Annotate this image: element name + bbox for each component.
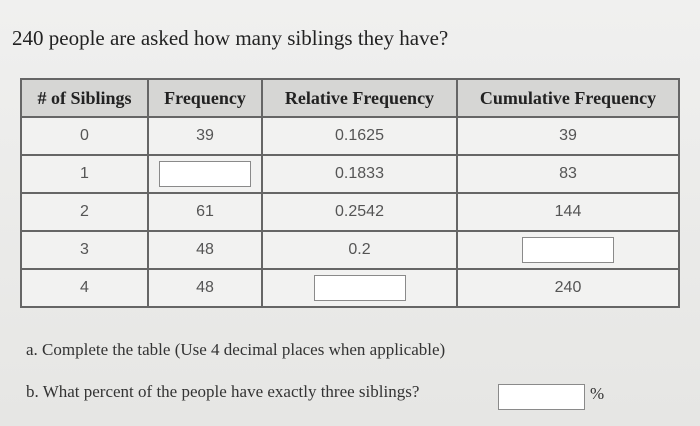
table-cell: 39 (456, 116, 680, 156)
header-cell: Cumulative Frequency (456, 78, 680, 118)
table-cell: 0.1625 (261, 116, 458, 156)
table-cell: 144 (456, 192, 680, 232)
table-cell: 1 (20, 154, 149, 194)
table-cell: 240 (456, 268, 680, 308)
question-b: b. What percent of the people have exact… (26, 382, 420, 401)
input-cell (261, 268, 458, 308)
answer-input[interactable] (498, 384, 585, 410)
input-cell (456, 230, 680, 270)
table-cell: 48 (147, 268, 263, 308)
table-cell: 48 (147, 230, 263, 270)
table-cell: 61 (147, 192, 263, 232)
question-a: a. Complete the table (Use 4 decimal pla… (26, 340, 446, 359)
header-cell: # of Siblings (20, 78, 149, 118)
table-cell: 2 (20, 192, 149, 232)
table-row: 0 39 0.1625 39 (20, 116, 680, 156)
header-cell: Relative Frequency (261, 78, 458, 118)
answer-input[interactable] (522, 237, 614, 263)
answer-input[interactable] (159, 161, 251, 187)
unit-label: % (590, 384, 605, 403)
table-cell: 39 (147, 116, 263, 156)
sibling-table: # of Siblings Frequency Relative Frequency… (20, 78, 680, 308)
table-cell: 0 (20, 116, 149, 156)
answer-input[interactable] (313, 275, 406, 301)
table-row: 2 61 0.2542 144 (20, 192, 680, 232)
table-cell: 83 (456, 154, 680, 194)
table-row: 4 48 240 (20, 268, 680, 308)
table-cell: 0.1833 (261, 154, 458, 194)
question-title: 240 people are asked how many siblings t… (12, 26, 449, 50)
table-row: 1 0.1833 83 (20, 154, 680, 194)
table-cell: 0.2 (261, 230, 458, 270)
table-row: 3 48 0.2 (20, 230, 680, 270)
header-cell: Frequency (147, 78, 263, 118)
input-cell (147, 154, 263, 194)
header-row: # of Siblings Frequency Relative Frequency… (20, 78, 680, 118)
table-cell: 3 (20, 230, 149, 270)
table-body: 0 39 0.1625 39 1 0.1833 83 2 61 0.2542 144 3 48 0.2 4 4… (20, 116, 680, 308)
table-cell: 0.2542 (261, 192, 458, 232)
table-cell: 4 (20, 268, 149, 308)
